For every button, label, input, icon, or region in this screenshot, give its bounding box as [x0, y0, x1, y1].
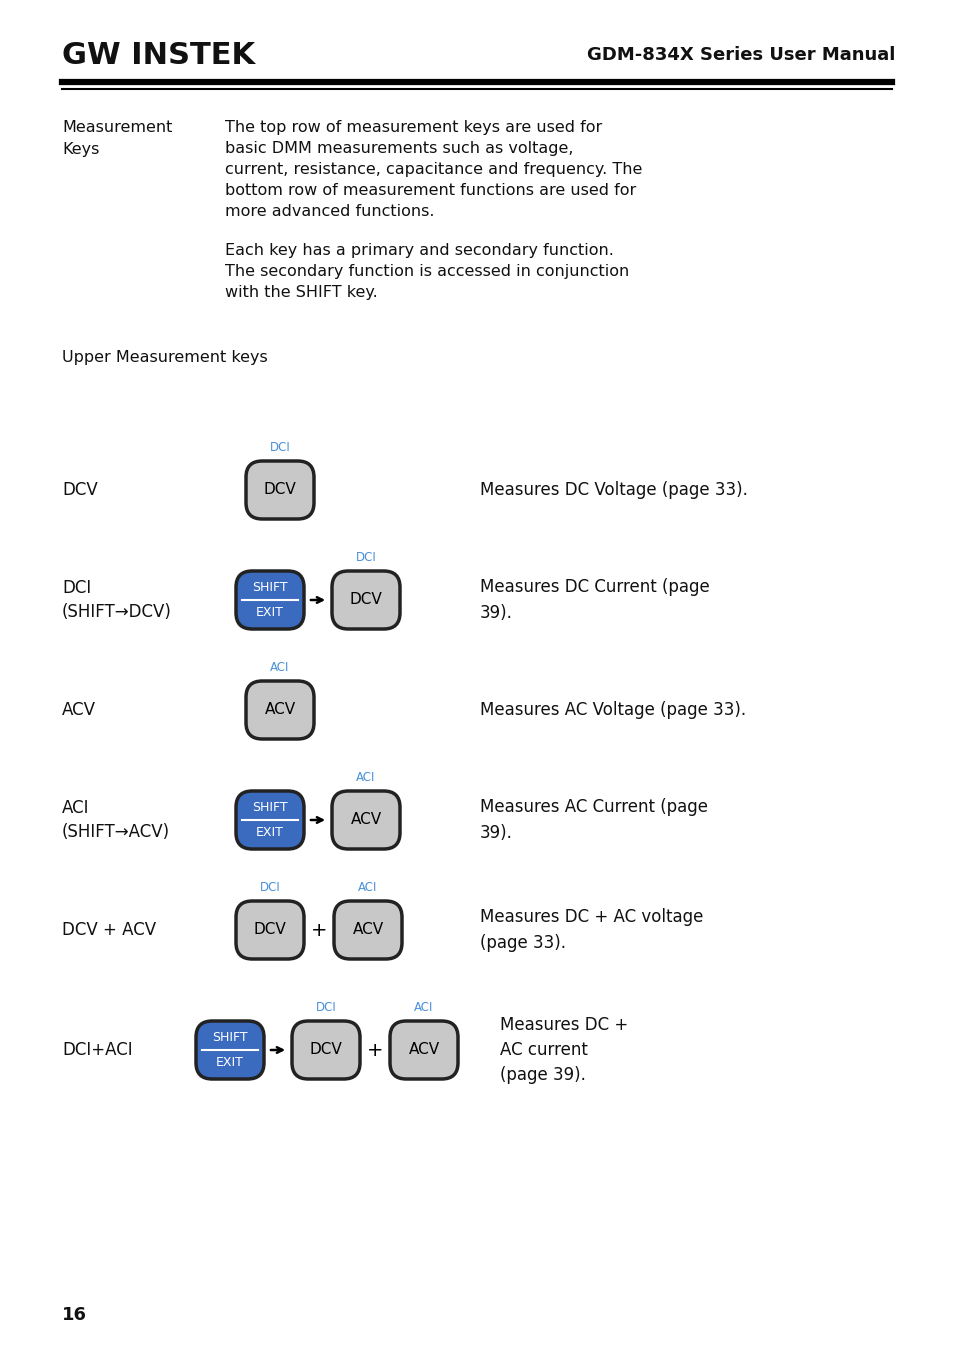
Text: DCV: DCV	[253, 922, 286, 937]
Text: current, resistance, capacitance and frequency. The: current, resistance, capacitance and fre…	[225, 162, 641, 177]
Text: DCI: DCI	[62, 579, 91, 597]
FancyBboxPatch shape	[334, 900, 401, 958]
Text: DCI+ACI: DCI+ACI	[62, 1041, 132, 1058]
Text: Measures DC +
AC current
(page 39).: Measures DC + AC current (page 39).	[499, 1017, 628, 1084]
Text: SHIFT: SHIFT	[212, 1031, 248, 1044]
Text: Measures DC Current (page
39).: Measures DC Current (page 39).	[479, 579, 709, 621]
Text: DCI: DCI	[270, 441, 290, 454]
Text: Each key has a primary and secondary function.: Each key has a primary and secondary fun…	[225, 243, 613, 258]
Text: +: +	[311, 921, 327, 940]
Text: DCV: DCV	[263, 482, 296, 498]
Text: DCV + ACV: DCV + ACV	[62, 921, 156, 940]
Text: ACI: ACI	[62, 799, 90, 817]
Text: SHIFT: SHIFT	[252, 801, 288, 814]
Text: GDM-834X Series User Manual: GDM-834X Series User Manual	[586, 46, 894, 63]
Text: EXIT: EXIT	[255, 826, 284, 840]
Text: ACI: ACI	[414, 1000, 434, 1014]
Text: with the SHIFT key.: with the SHIFT key.	[225, 285, 377, 300]
Text: more advanced functions.: more advanced functions.	[225, 204, 434, 219]
Text: ACV: ACV	[352, 922, 383, 937]
Text: ACI: ACI	[355, 771, 375, 784]
FancyBboxPatch shape	[292, 1021, 359, 1079]
FancyBboxPatch shape	[235, 791, 304, 849]
Text: +: +	[366, 1041, 383, 1060]
FancyBboxPatch shape	[246, 680, 314, 738]
Text: Measures AC Current (page
39).: Measures AC Current (page 39).	[479, 798, 707, 841]
Text: The secondary function is accessed in conjunction: The secondary function is accessed in co…	[225, 265, 629, 279]
Text: EXIT: EXIT	[215, 1056, 244, 1069]
Text: DCI: DCI	[355, 551, 376, 564]
Text: Keys: Keys	[62, 142, 99, 157]
Text: (SHIFT→DCV): (SHIFT→DCV)	[62, 603, 172, 621]
Text: Upper Measurement keys: Upper Measurement keys	[62, 350, 268, 365]
Text: DCV: DCV	[310, 1042, 342, 1057]
FancyBboxPatch shape	[246, 460, 314, 518]
Text: ACV: ACV	[62, 701, 96, 720]
Text: basic DMM measurements such as voltage,: basic DMM measurements such as voltage,	[225, 140, 573, 157]
Text: ACV: ACV	[408, 1042, 439, 1057]
Text: Measurement: Measurement	[62, 120, 172, 135]
Text: GW INSTEK: GW INSTEK	[62, 40, 254, 69]
Text: ACI: ACI	[358, 882, 377, 894]
Text: (SHIFT→ACV): (SHIFT→ACV)	[62, 824, 170, 841]
Text: The top row of measurement keys are used for: The top row of measurement keys are used…	[225, 120, 601, 135]
Text: ACV: ACV	[350, 813, 381, 828]
Text: bottom row of measurement functions are used for: bottom row of measurement functions are …	[225, 184, 636, 198]
Text: ACI: ACI	[270, 662, 290, 674]
Text: EXIT: EXIT	[255, 606, 284, 620]
FancyBboxPatch shape	[235, 571, 304, 629]
FancyBboxPatch shape	[235, 900, 304, 958]
Text: DCI: DCI	[259, 882, 280, 894]
Text: DCV: DCV	[349, 593, 382, 608]
FancyBboxPatch shape	[195, 1021, 264, 1079]
Text: ACV: ACV	[264, 702, 295, 717]
FancyBboxPatch shape	[332, 791, 399, 849]
FancyBboxPatch shape	[332, 571, 399, 629]
Text: SHIFT: SHIFT	[252, 580, 288, 594]
Text: DCV: DCV	[62, 481, 97, 500]
Text: Measures DC Voltage (page 33).: Measures DC Voltage (page 33).	[479, 481, 747, 500]
Text: 16: 16	[62, 1305, 87, 1324]
Text: Measures DC + AC voltage
(page 33).: Measures DC + AC voltage (page 33).	[479, 909, 702, 952]
FancyBboxPatch shape	[390, 1021, 457, 1079]
Text: Measures AC Voltage (page 33).: Measures AC Voltage (page 33).	[479, 701, 745, 720]
Text: DCI: DCI	[315, 1000, 336, 1014]
